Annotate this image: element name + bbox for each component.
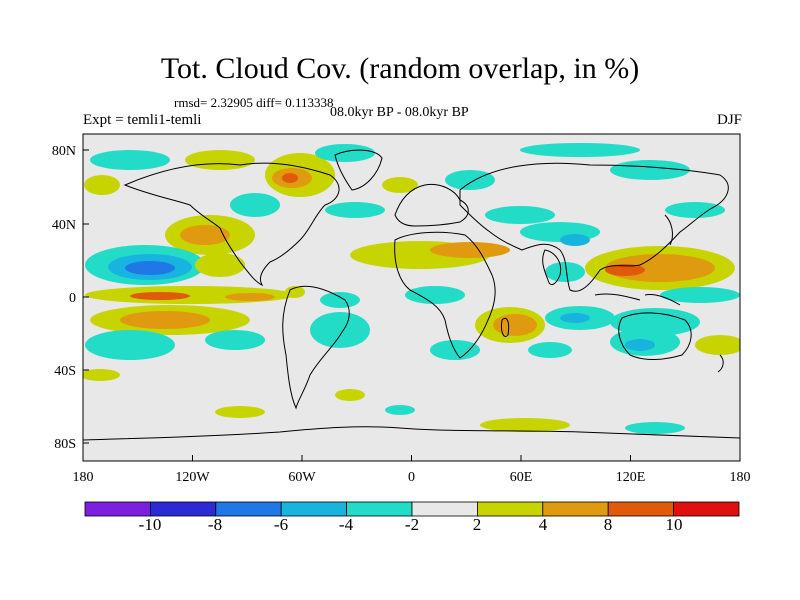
lon-tick-label: 60W [288, 470, 316, 485]
lat-tick-label: 40N [52, 218, 76, 233]
colorbar-label: -8 [208, 515, 222, 534]
colorbar [84, 501, 740, 517]
lat-tick-label: 80S [54, 437, 76, 452]
colorbar-swatch [411, 501, 478, 517]
colorbar-swatch [476, 501, 544, 517]
lon-tick-label: 120W [175, 470, 210, 485]
lon-tick-label: 180 [730, 470, 751, 485]
axis-ticks [82, 149, 741, 461]
colorbar-swatch [215, 501, 282, 517]
lat-tick-label: 80N [52, 144, 76, 159]
rmsd-diff-text: rmsd= 2.32905 diff= 0.113338 [174, 95, 334, 110]
experiment-text: Expt = temli1-temli [83, 112, 202, 128]
lat-tick-label: 40S [54, 364, 76, 379]
colorbar-swatch [542, 501, 609, 517]
colorbar-label: 8 [604, 515, 613, 534]
colorbar-swatch [149, 501, 217, 517]
lon-tick-label: 180 [73, 470, 94, 485]
colorbar-label: -10 [139, 515, 162, 534]
colorbar-swatch [673, 501, 740, 517]
plot-title: Tot. Cloud Cov. (random overlap, in %) [160, 52, 640, 85]
colorbar-swatch [280, 501, 348, 517]
colorbar-swatch [607, 501, 675, 517]
anomaly-field [83, 143, 740, 434]
colorbar-label: 2 [473, 515, 482, 534]
colorbar-label: 10 [666, 515, 683, 534]
lon-tick-label: 120E [616, 470, 646, 485]
lon-tick-label: 0 [408, 470, 415, 485]
coastlines [83, 149, 740, 441]
colorbar-swatch [346, 501, 413, 517]
colorbar-label: 4 [539, 515, 548, 534]
lat-tick-label: 0 [69, 291, 76, 306]
season-text: DJF [716, 112, 742, 128]
colorbar-swatch [84, 501, 151, 517]
colorbar-label: -2 [405, 515, 419, 534]
colorbar-labels: -10 -8 -6 -4 -2 2 4 8 10 [139, 515, 683, 534]
lon-tick-label: 60E [510, 470, 533, 485]
period-text: 08.0kyr BP - 08.0kyr BP [330, 105, 469, 120]
colorbar-label: -4 [339, 515, 354, 534]
colorbar-label: -6 [274, 515, 288, 534]
